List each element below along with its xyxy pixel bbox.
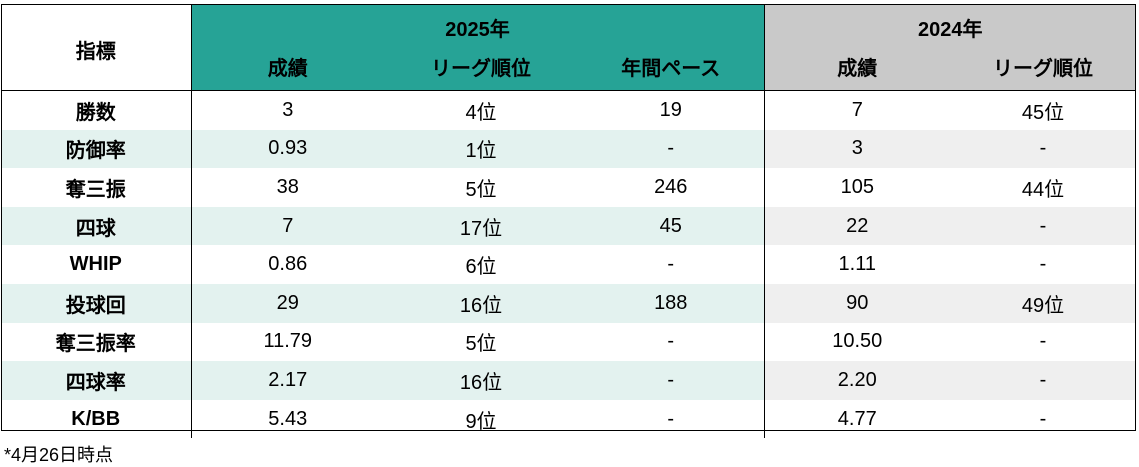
rank-2024-cell: 44位 [1021, 178, 1065, 201]
stat-2024-cell: 22 [763, 206, 951, 246]
pace-2025-cell: - [578, 129, 765, 169]
col-header-2024-rank: リーグ順位 [950, 46, 1137, 91]
rank-2024-cell: - [950, 361, 1137, 400]
rank-2024-cell: 49位 [950, 283, 1137, 323]
table-row: 四球率 2.17 16位 -2.20- [1, 361, 1137, 400]
pace-2025-cell: - [578, 361, 765, 400]
rank-2025-cell: 16位 [384, 283, 578, 323]
table-row: 奪三振率 11.79 5位 - 10.50 - [1, 322, 1136, 362]
table-row: WHIP 0.86 6位 - 1.11 - [1, 245, 1136, 284]
pace-2025-cell: 19 [659, 98, 682, 121]
pace-2025-cell: - [667, 253, 675, 276]
rank-2025-cell: 5位 [465, 178, 497, 201]
rank-2024-cell: - [1039, 330, 1047, 353]
table-row: 四球 7 17位 45 22- [1, 206, 1137, 246]
header-row-groups: 指標 2025年 2024年 [1, 4, 1137, 91]
pace-2025-cell: - [667, 407, 675, 430]
metric-cell: 防御率 [1, 129, 192, 169]
metric-cell: 四球 [1, 206, 192, 246]
footnote: *4月26日時点 [4, 445, 114, 465]
stat-2025-cell: 3 [282, 98, 294, 121]
rank-2025-cell: 4位 [465, 101, 497, 124]
stat-2024-cell: 3 [763, 129, 951, 169]
rank-2025-cell: 6位 [465, 256, 497, 279]
metric-cell: 四球率 [1, 361, 192, 400]
table-row: K/BB 5.43 9位 - 4.77 - [1, 399, 1136, 439]
metric-cell: 勝数 [1, 90, 192, 130]
col-header-2025-stat: 成績 [191, 46, 384, 91]
rank-2025-cell: 9位 [465, 410, 497, 433]
stat-2024-cell: 7 [763, 90, 951, 130]
col-header-2025-rank: リーグ順位 [384, 46, 578, 91]
stat-2024-cell: 1.11 [763, 245, 951, 284]
col-header-2024-stat: 成績 [763, 46, 951, 91]
table-row: 奪三振 38 5位 246 105 44位 [1, 168, 1136, 207]
stat-2024-cell: 10.50 [763, 322, 951, 362]
table-row: 勝数 3 4位 19 7 45位 [1, 90, 1136, 130]
stat-2025-cell: 11.79 [263, 330, 313, 353]
rank-2025-cell: 17位 [384, 206, 578, 246]
stat-2025-cell: 0.86 [268, 253, 308, 276]
pace-2025-cell: - [667, 330, 675, 353]
stat-2025-cell: 7 [191, 206, 384, 246]
stat-2025-cell: 5.43 [268, 407, 308, 430]
stat-2025-cell: 2.17 [191, 361, 384, 400]
metric-header: 指標 [1, 4, 192, 91]
rank-2025-cell: 5位 [465, 333, 497, 356]
rank-2025-cell: 1位 [384, 129, 578, 169]
stat-2025-cell: 29 [191, 283, 384, 323]
group-header-2025: 2025年 [191, 4, 765, 46]
rank-2024-cell: 45位 [1021, 101, 1065, 124]
col-header-2025-pace: 年間ペース [578, 46, 765, 91]
stat-2025-cell: 0.93 [191, 129, 384, 169]
group-header-2024: 2024年 [763, 4, 1137, 46]
stat-2024-cell: 105 [763, 168, 951, 207]
pace-2025-cell: 188 [578, 283, 765, 323]
metric-cell: 奪三振率 [1, 322, 192, 362]
stat-2024-cell: 90 [763, 283, 951, 323]
rank-2025-cell: 16位 [384, 361, 578, 400]
stat-2024-cell: 2.20 [763, 361, 951, 400]
rank-2024-cell: - [1039, 253, 1047, 276]
stat-2025-cell: 38 [276, 175, 299, 198]
pace-2025-cell: 246 [654, 175, 688, 198]
table-row: 投球回 29 16位 188 90 49位 [1, 283, 1137, 323]
pace-2025-cell: 45 [578, 206, 765, 246]
stats-table: 指標 2025年 2024年 成績 リーグ順位 年間ペース 成績 リーグ順位 勝… [1, 4, 1137, 439]
metric-cell: K/BB [1, 399, 192, 439]
metric-cell: WHIP [1, 245, 192, 284]
header-row-columns: 成績 リーグ順位 年間ペース 成績 リーグ順位 [1, 46, 1137, 91]
table-row: 防御率 0.93 1位 -3- [1, 129, 1137, 169]
rank-2024-cell: - [950, 129, 1137, 169]
table-body: 勝数 3 4位 19 7 45位 防御率 0.93 1位 -3- 奪三振 38 5位 246 105 44位四… [1, 90, 1137, 439]
rank-2024-cell: - [950, 206, 1137, 246]
metric-cell: 奪三振 [1, 168, 192, 207]
stat-2024-cell: 4.77 [763, 399, 951, 439]
rank-2024-cell: - [1039, 407, 1047, 430]
metric-cell: 投球回 [1, 283, 192, 323]
